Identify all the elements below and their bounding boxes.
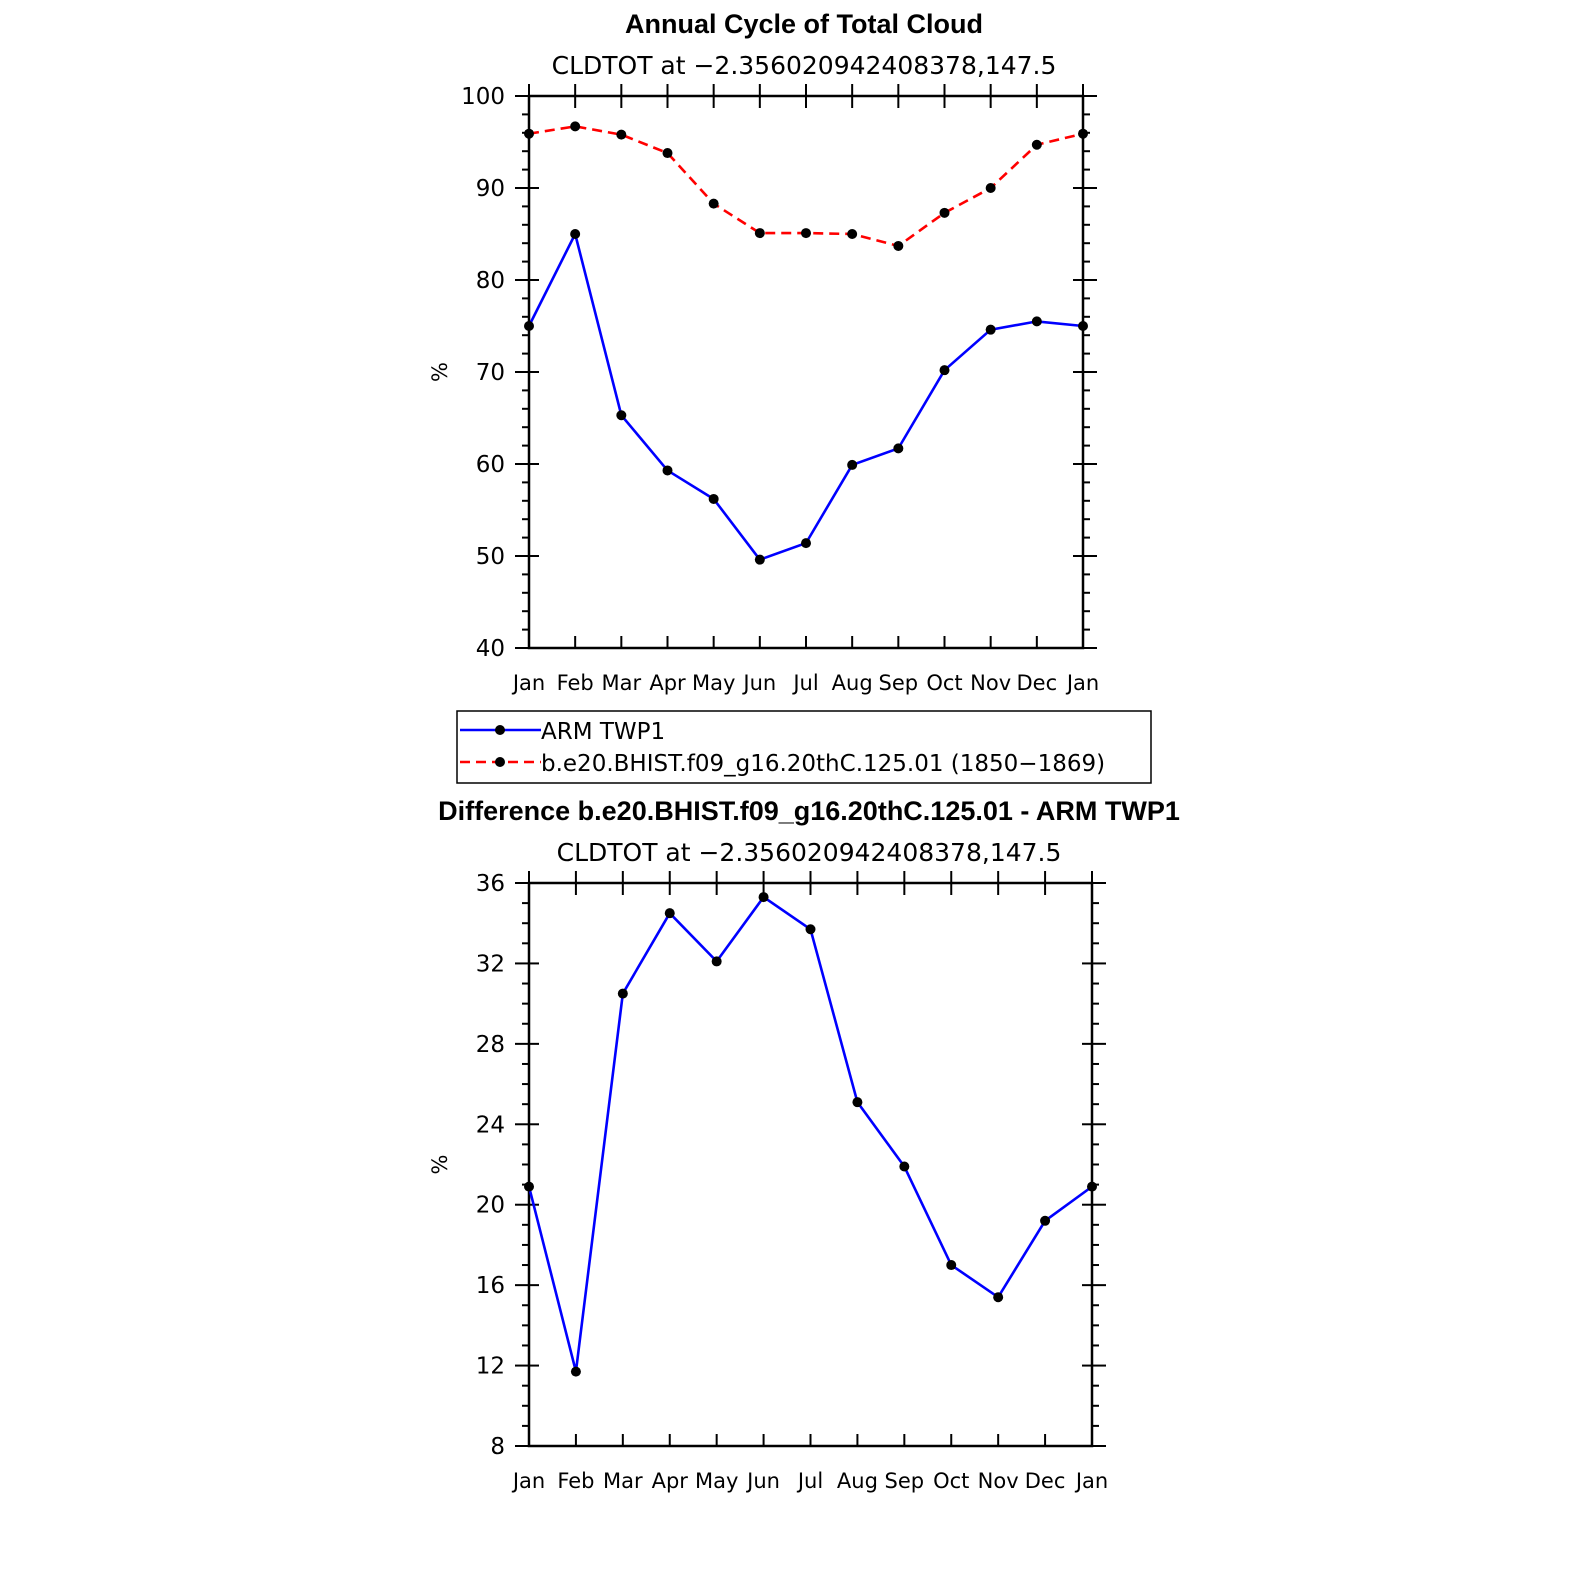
chart1-series-0-point: [524, 321, 534, 331]
chart2-x-tick-label: Dec: [1025, 1469, 1066, 1493]
chart1-x-tick-label: Mar: [602, 671, 642, 695]
legend-marker-arm: [495, 725, 505, 735]
chart1-series-0-point: [662, 465, 673, 476]
chart2-series-0-point: [664, 908, 675, 919]
chart1-x-tick-label: Jan: [1065, 671, 1099, 695]
chart2-series-0-point: [524, 1181, 534, 1192]
chart2-series-0-point: [1040, 1215, 1051, 1226]
chart2-title: Difference b.e20.BHIST.f09_g16.20thC.125…: [438, 796, 1180, 826]
chart1-series-1-point: [801, 228, 811, 239]
chart2-x-tick-label: Jan: [511, 1469, 545, 1493]
chart2-x-tick-label: Nov: [978, 1469, 1019, 1493]
chart1-series-1-point: [570, 121, 581, 132]
chart1-plot: Jan Feb Mar Apr May Jun Jul Aug Sep Oct Nov Dec Jan4…: [428, 84, 1099, 695]
chart2-y-tick-label: 24: [476, 1112, 505, 1138]
chart2-x-tick-label: Feb: [557, 1469, 594, 1493]
chart1-x-tick-label: Dec: [1017, 671, 1058, 695]
chart2-series-0-point: [852, 1097, 863, 1108]
chart1-series-1-point: [939, 207, 950, 218]
chart1-title: Annual Cycle of Total Cloud: [625, 9, 983, 39]
chart1-x-tick-label: Jan: [511, 671, 545, 695]
chart2-series-0-point: [758, 892, 769, 903]
legend-marker-model: [495, 757, 505, 767]
chart1-series-0-point: [939, 365, 950, 376]
chart1-y-tick-label: 80: [476, 268, 505, 294]
chart2-series-0-point: [805, 924, 816, 935]
chart2-series-0-point: [711, 956, 722, 967]
chart1-y-tick-label: 90: [476, 176, 505, 202]
chart2-series-0-point: [946, 1260, 957, 1271]
chart2-frame: [527, 881, 1094, 1448]
chart2-y-tick-label: 20: [476, 1193, 505, 1219]
chart1-x-tick-label: Jun: [741, 671, 776, 695]
legend-label-model: b.e20.BHIST.f09_g16.20thC.125.01 (1850−1…: [541, 751, 1105, 777]
chart1-series-1-point: [662, 148, 673, 159]
chart1-y-tick-label: 40: [476, 636, 505, 662]
chart1-series-1-point: [754, 228, 765, 239]
chart1-subtitle: CLDTOT at −2.356020942408378,147.5: [552, 51, 1057, 80]
chart2-series-0-point: [617, 988, 628, 999]
chart1-x-tick-label: Oct: [926, 671, 962, 695]
chart2-plot: Jan Feb Mar Apr May Jun Jul Aug Sep Oct Nov Dec Jan8…: [428, 871, 1108, 1493]
chart2-y-tick-label: 12: [476, 1354, 505, 1380]
chart2-subtitle: CLDTOT at −2.356020942408378,147.5: [557, 838, 1062, 867]
chart1-series-0-point: [801, 538, 811, 549]
chart1-series-0-point: [893, 443, 904, 454]
chart2-series-line-0: [527, 895, 1093, 1372]
chart1-series-1-point: [985, 183, 996, 193]
chart1-series-line-1: [528, 125, 1084, 248]
chart1-y-tick-label: 100: [461, 84, 505, 110]
chart2-y-tick-label: 32: [476, 951, 505, 977]
chart1-series-1-point: [616, 129, 627, 140]
chart1-x-tick-label: Aug: [832, 671, 873, 695]
chart2-x-tick-label: Mar: [603, 1469, 643, 1493]
chart1-series-0-point: [616, 410, 627, 421]
chart1-x-tick-label: May: [692, 671, 735, 695]
chart2-x-tick-label: Jul: [796, 1469, 823, 1493]
chart1-series-1-point: [524, 128, 534, 139]
chart1-series-1-point: [847, 229, 858, 239]
chart1-x-tick-label: Jul: [791, 671, 818, 695]
legend: ARM TWP1 b.e20.BHIST.f09_g16.20thC.125.0…: [456, 710, 1152, 784]
chart2-y-tick-label: 8: [490, 1434, 505, 1460]
chart1-x-tick-label: Nov: [970, 671, 1011, 695]
chart1-series-1-point: [1031, 139, 1042, 150]
legend-box: [456, 710, 1152, 784]
chart1-series-0-point: [570, 229, 581, 239]
chart2-x-tick-label: Jun: [745, 1469, 780, 1493]
legend-label-arm: ARM TWP1: [541, 719, 665, 745]
chart2-y-tick-label: 16: [476, 1273, 505, 1299]
chart1-series-0-point: [985, 324, 996, 335]
chart2-x-tick-label: Jan: [1074, 1469, 1108, 1493]
chart1-x-tick-label: Sep: [879, 671, 919, 695]
chart2-y-tick-label: 36: [476, 871, 505, 897]
chart1-series-1-point: [708, 198, 719, 209]
chart2-x-tick-label: Apr: [652, 1469, 689, 1493]
chart2-series-0-point: [570, 1366, 581, 1377]
chart1-series-0-point: [708, 493, 719, 504]
chart1-series-0-point: [1031, 316, 1042, 327]
chart1-x-tick-label: Apr: [649, 671, 686, 695]
chart2-x-tick-label: Oct: [933, 1469, 969, 1493]
chart2-x-tick-label: Sep: [885, 1469, 925, 1493]
chart2-series-0-point: [1087, 1181, 1097, 1192]
chart2-series-0-point: [899, 1161, 910, 1172]
chart1-series-1-point: [1078, 128, 1088, 139]
chart1-series-1-point: [893, 240, 904, 251]
chart2-y-tick-label: 28: [476, 1032, 505, 1058]
chart2-x-tick-label: Aug: [837, 1469, 878, 1493]
chart2-series-0-point: [993, 1292, 1004, 1303]
chart1-series-line-0: [527, 230, 1084, 562]
chart1-series-0-point: [754, 554, 765, 565]
chart1-y-tick-label: 50: [476, 544, 505, 570]
chart1-series-0-point: [1078, 321, 1088, 331]
chart1-x-tick-label: Feb: [557, 671, 594, 695]
chart2-y-axis-title: %: [428, 1155, 452, 1175]
chart2-x-tick-label: May: [695, 1469, 738, 1493]
chart1-y-tick-label: 70: [476, 360, 505, 386]
chart1-series-0-point: [847, 459, 858, 470]
chart1-y-axis-title: %: [428, 362, 452, 382]
chart1-y-tick-label: 60: [476, 452, 505, 478]
